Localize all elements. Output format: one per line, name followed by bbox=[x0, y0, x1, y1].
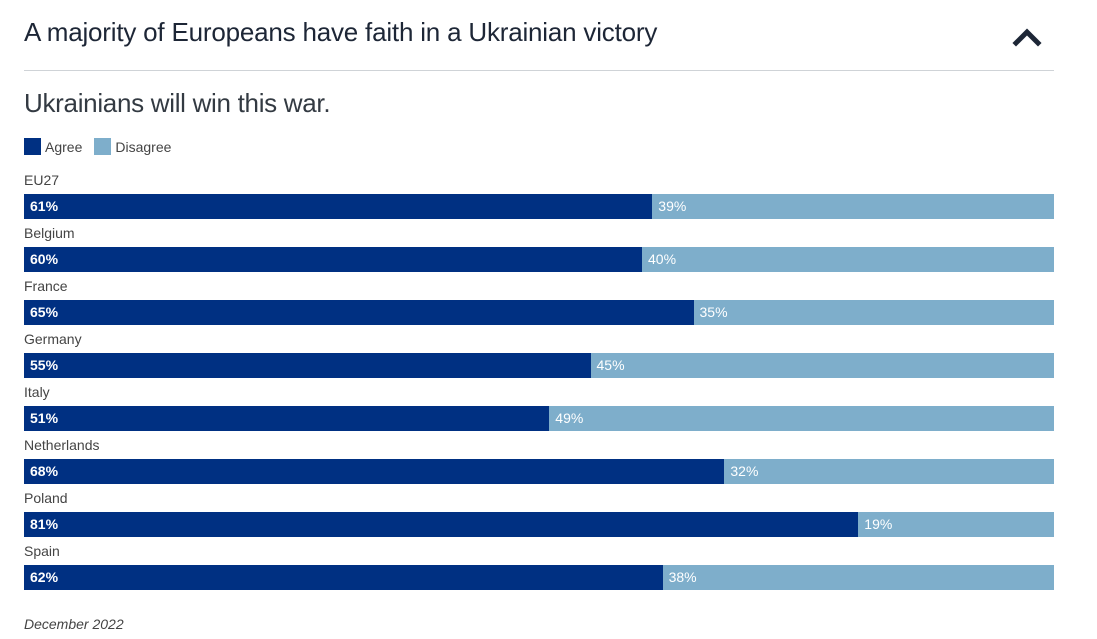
data-label-agree: 55% bbox=[30, 357, 59, 373]
data-label-disagree: 38% bbox=[668, 569, 697, 585]
collapse-button[interactable] bbox=[1010, 22, 1044, 52]
chart-date-note: December 2022 bbox=[24, 616, 124, 632]
bar-agree[interactable] bbox=[24, 353, 591, 378]
data-label-agree: 81% bbox=[30, 516, 59, 532]
category-label: Italy bbox=[24, 384, 50, 400]
bar-agree[interactable] bbox=[24, 565, 663, 590]
data-label-disagree: 45% bbox=[596, 357, 625, 373]
bar-agree[interactable] bbox=[24, 459, 725, 484]
bar-disagree[interactable] bbox=[642, 247, 1054, 272]
data-label-disagree: 35% bbox=[699, 304, 728, 320]
data-label-disagree: 40% bbox=[648, 251, 677, 267]
data-label-disagree: 39% bbox=[658, 198, 687, 214]
category-label: Germany bbox=[24, 331, 82, 347]
bar-disagree[interactable] bbox=[724, 459, 1054, 484]
category-label: Spain bbox=[24, 543, 60, 559]
data-label-agree: 51% bbox=[30, 410, 59, 426]
data-label-disagree: 32% bbox=[730, 463, 759, 479]
bar-disagree[interactable] bbox=[693, 300, 1054, 325]
stacked-bar-chart: EU27 61% 39% Belgium 60% 40% France 65% 35% Germa… bbox=[0, 170, 1097, 600]
bar-disagree[interactable] bbox=[858, 512, 1054, 537]
legend: Agree Disagree bbox=[24, 138, 183, 155]
category-label: Netherlands bbox=[24, 437, 100, 453]
category-label: France bbox=[24, 278, 68, 294]
legend-swatch-disagree bbox=[94, 138, 112, 155]
category-label: Belgium bbox=[24, 225, 75, 241]
data-label-disagree: 49% bbox=[555, 410, 584, 426]
bar-agree[interactable] bbox=[24, 300, 694, 325]
data-label-agree: 60% bbox=[30, 251, 59, 267]
legend-label-agree: Agree bbox=[45, 138, 83, 155]
data-label-agree: 62% bbox=[30, 569, 59, 585]
chart-title: Ukrainians will win this war. bbox=[24, 88, 331, 118]
category-label: Poland bbox=[24, 490, 68, 506]
category-label: EU27 bbox=[24, 172, 60, 188]
data-label-agree: 61% bbox=[30, 198, 59, 214]
data-label-agree: 68% bbox=[30, 463, 59, 479]
legend-item-disagree[interactable]: Disagree bbox=[94, 138, 171, 155]
data-label-disagree: 19% bbox=[864, 516, 893, 532]
chevron-up-icon bbox=[1012, 28, 1042, 47]
legend-label-disagree: Disagree bbox=[115, 138, 172, 155]
bar-disagree[interactable] bbox=[549, 406, 1054, 431]
bar-agree[interactable] bbox=[24, 247, 642, 272]
legend-item-agree[interactable]: Agree bbox=[24, 138, 82, 155]
bar-agree[interactable] bbox=[24, 194, 653, 219]
section-title: A majority of Europeans have faith in a … bbox=[24, 17, 658, 47]
section-header: A majority of Europeans have faith in a … bbox=[24, 0, 1054, 71]
bar-disagree[interactable] bbox=[590, 353, 1054, 378]
bar-agree[interactable] bbox=[24, 406, 550, 431]
bar-agree[interactable] bbox=[24, 512, 859, 537]
bar-disagree[interactable] bbox=[662, 565, 1054, 590]
legend-swatch-agree bbox=[24, 138, 41, 155]
bar-disagree[interactable] bbox=[652, 194, 1054, 219]
data-label-agree: 65% bbox=[30, 304, 59, 320]
